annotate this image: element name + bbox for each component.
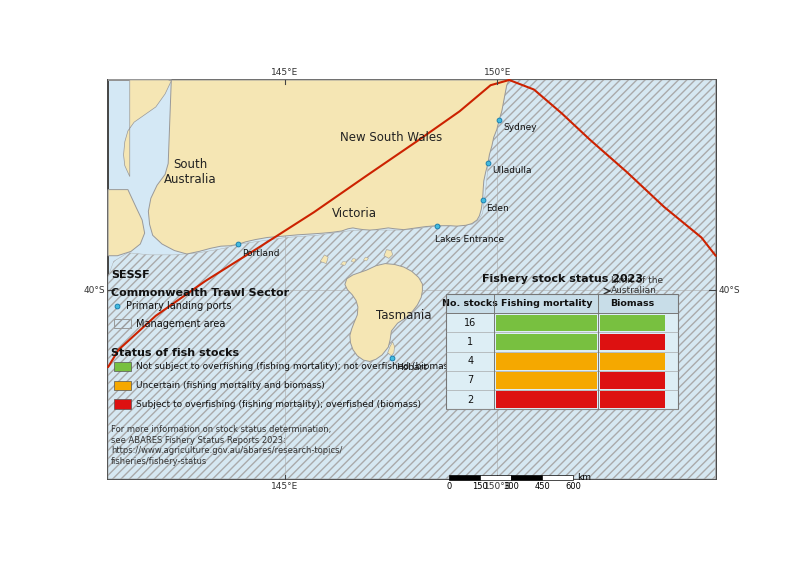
Polygon shape: [363, 257, 369, 261]
Bar: [446, 351, 678, 371]
Text: 16: 16: [464, 318, 476, 328]
Text: Fishing mortality: Fishing mortality: [501, 299, 592, 308]
Text: Primary landing ports: Primary landing ports: [126, 301, 231, 311]
Bar: [600, 353, 665, 370]
Text: Limit of the
Australian
Fishing Zone: Limit of the Australian Fishing Zone: [611, 276, 668, 306]
Bar: [600, 392, 665, 408]
Polygon shape: [108, 80, 716, 479]
Text: 4: 4: [467, 357, 474, 366]
Bar: [496, 372, 597, 389]
Text: km: km: [577, 473, 590, 483]
Bar: [108, 266, 402, 483]
Bar: [511, 475, 542, 480]
Polygon shape: [108, 190, 145, 256]
Text: Lakes Entrance: Lakes Entrance: [435, 235, 504, 244]
Bar: [446, 390, 678, 409]
Text: 300: 300: [503, 482, 519, 491]
Bar: [446, 313, 678, 332]
Text: Eden: Eden: [486, 204, 509, 213]
Text: Ulladulla: Ulladulla: [492, 166, 531, 175]
Text: New South Wales: New South Wales: [340, 131, 442, 144]
Text: 150°E: 150°E: [484, 68, 511, 77]
Bar: [600, 372, 665, 389]
Text: Sydney: Sydney: [503, 123, 537, 132]
Text: Victoria: Victoria: [332, 207, 377, 220]
Text: 1: 1: [467, 337, 474, 347]
Bar: [446, 332, 678, 351]
Text: Not subject to overfishing (fishing mortality); not overfished (biomass): Not subject to overfishing (fishing mort…: [136, 362, 456, 371]
Text: 40°S: 40°S: [718, 286, 740, 294]
Text: 40°S: 40°S: [83, 286, 105, 294]
Polygon shape: [388, 342, 394, 356]
Bar: [446, 371, 678, 390]
FancyBboxPatch shape: [114, 399, 131, 409]
Bar: [600, 334, 665, 350]
Polygon shape: [320, 255, 328, 263]
Text: 145°E: 145°E: [271, 68, 298, 77]
Bar: [480, 475, 511, 480]
Bar: [496, 315, 597, 331]
Text: Fishery stock status 2023: Fishery stock status 2023: [482, 275, 642, 284]
Polygon shape: [351, 258, 356, 262]
Text: Management area: Management area: [136, 319, 226, 329]
Bar: [496, 334, 597, 350]
Bar: [446, 294, 678, 409]
Text: 150: 150: [472, 482, 488, 491]
Polygon shape: [123, 80, 171, 176]
Polygon shape: [345, 263, 422, 362]
Text: Commonwealth Trawl Sector: Commonwealth Trawl Sector: [111, 288, 290, 298]
Bar: [449, 475, 480, 480]
FancyBboxPatch shape: [114, 381, 131, 390]
Bar: [600, 315, 665, 331]
Text: 145°E: 145°E: [271, 481, 298, 490]
Text: No. stocks: No. stocks: [442, 299, 498, 308]
Text: 450: 450: [534, 482, 550, 491]
Polygon shape: [384, 250, 393, 258]
FancyBboxPatch shape: [114, 362, 131, 371]
Bar: [496, 392, 597, 408]
Polygon shape: [108, 80, 510, 254]
Text: Uncertain (fishing mortality and biomass): Uncertain (fishing mortality and biomass…: [136, 381, 325, 390]
Text: 150°E: 150°E: [484, 481, 511, 490]
Text: 2: 2: [467, 395, 474, 405]
FancyBboxPatch shape: [114, 319, 131, 328]
Text: Tasmania: Tasmania: [376, 309, 431, 322]
Text: 0: 0: [446, 482, 452, 491]
Text: Portland: Portland: [242, 249, 280, 258]
Bar: [542, 475, 573, 480]
Text: Hobart: Hobart: [396, 363, 426, 372]
Text: Status of fish stocks: Status of fish stocks: [111, 347, 239, 358]
Text: Subject to overfishing (fishing mortality); overfished (biomass): Subject to overfishing (fishing mortalit…: [136, 399, 421, 408]
Text: 600: 600: [565, 482, 581, 491]
Text: For more information on stock status determination,
see ABARES Fishery Status Re: For more information on stock status det…: [111, 425, 342, 466]
Text: SESSF: SESSF: [111, 270, 150, 280]
Bar: [446, 294, 678, 313]
Text: South
Australia: South Australia: [163, 158, 216, 186]
Text: 7: 7: [467, 376, 474, 385]
Polygon shape: [341, 262, 346, 266]
Text: Biomass: Biomass: [610, 299, 654, 308]
Bar: [496, 353, 597, 370]
